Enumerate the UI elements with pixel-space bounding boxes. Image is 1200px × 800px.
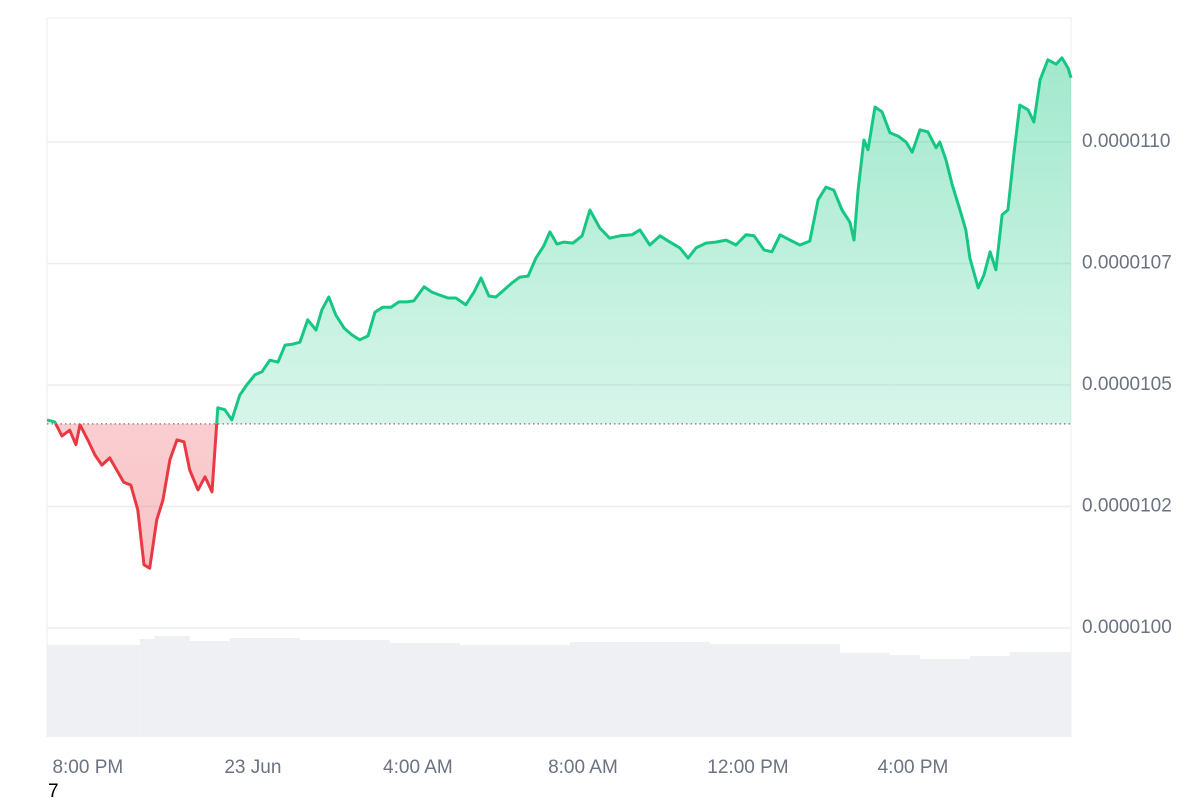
y-tick-label: 0.0000100	[1082, 617, 1172, 638]
x-tick-label: 23 Jun	[224, 757, 281, 778]
footnote: 7	[48, 781, 59, 800]
volume-bar	[389, 643, 460, 737]
price-line-up	[46, 56, 1073, 424]
area-down	[47, 423, 1071, 569]
volume-bar	[569, 642, 711, 737]
volume-bar	[839, 653, 890, 737]
y-tick-label: 0.0000102	[1082, 495, 1172, 516]
volume-bar	[710, 644, 840, 737]
x-tick-label: 8:00 AM	[548, 757, 618, 778]
volume-bar	[919, 659, 970, 737]
x-tick-label: 12:00 PM	[707, 757, 788, 778]
y-tick-label: 0.0000107	[1082, 252, 1172, 273]
y-tick-label: 0.0000105	[1082, 374, 1172, 395]
y-tick-label: 0.0000110	[1082, 131, 1170, 152]
volume-bar	[459, 645, 570, 737]
volume-bar	[1009, 652, 1071, 737]
volume-bar	[299, 640, 390, 737]
volume-bar	[47, 645, 140, 737]
price-line-down	[54, 423, 219, 570]
volume-bar	[889, 655, 920, 737]
x-tick-label: 8:00 PM	[52, 757, 123, 778]
volume-bar	[139, 639, 155, 737]
volume-bar	[154, 636, 190, 737]
volume-bar	[969, 656, 1010, 737]
volume-bar	[229, 638, 300, 737]
area-up	[47, 57, 1071, 424]
x-tick-label: 4:00 PM	[878, 757, 949, 778]
x-tick-label: 4:00 AM	[383, 757, 453, 778]
volume-bar	[189, 641, 230, 737]
